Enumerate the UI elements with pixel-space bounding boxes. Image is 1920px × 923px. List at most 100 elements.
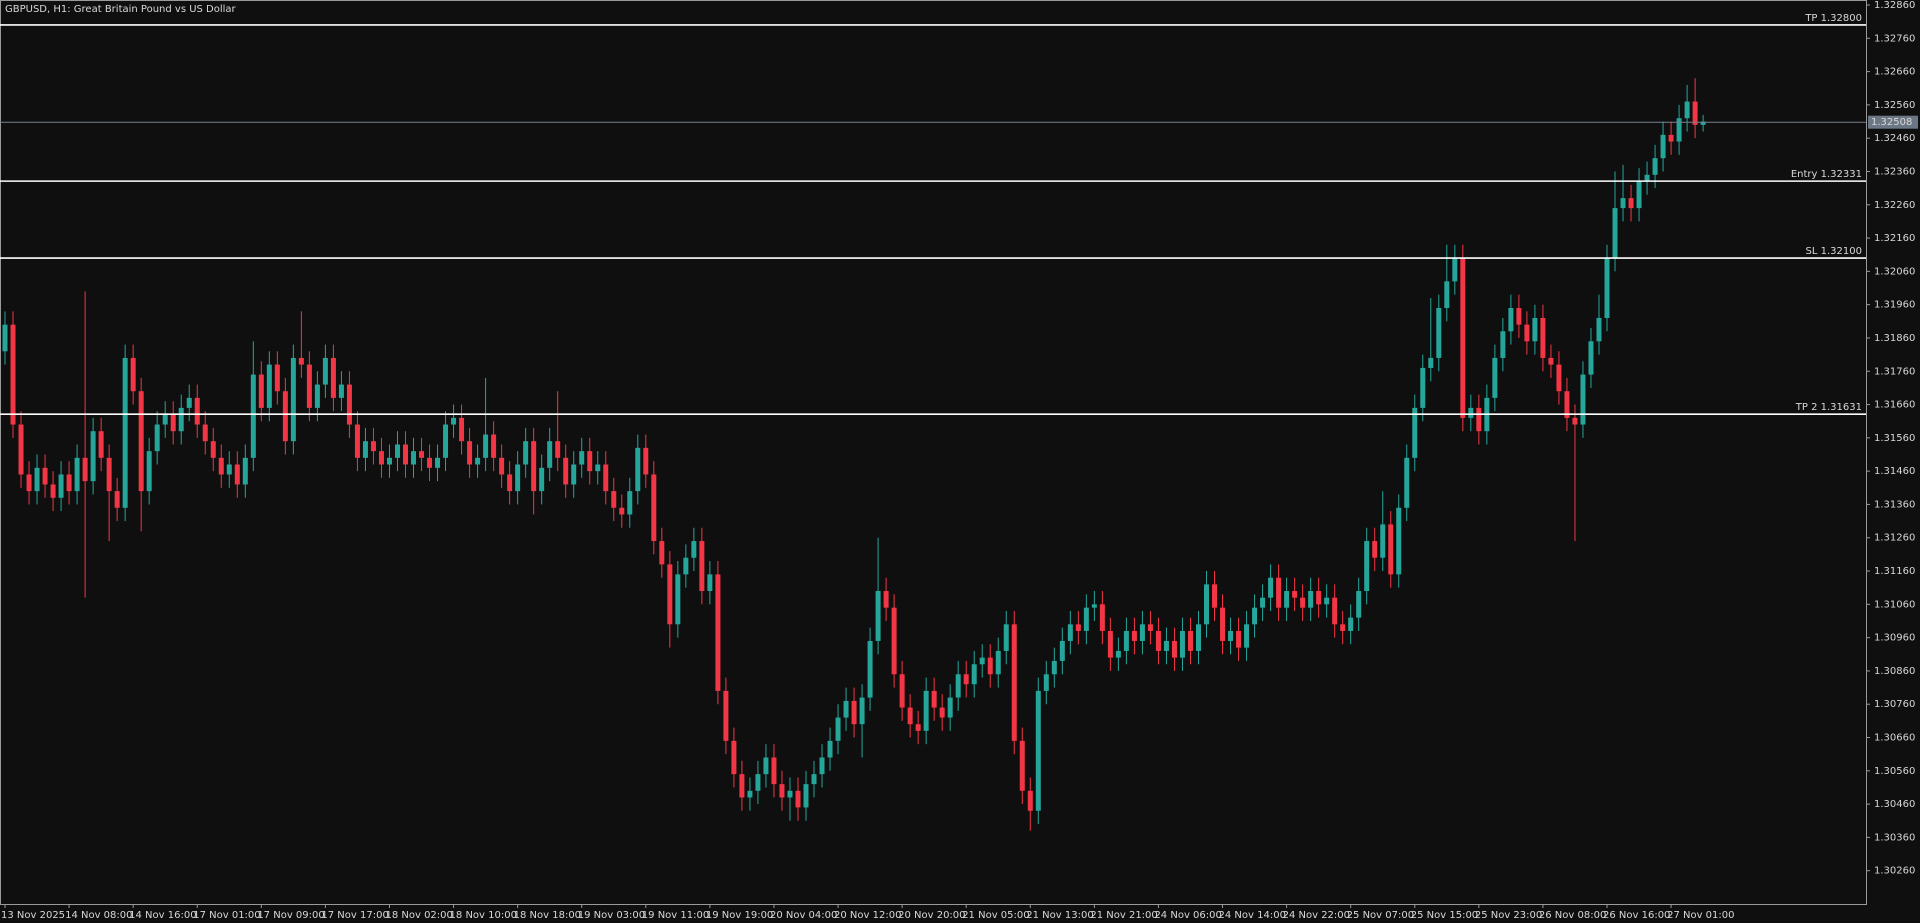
x-tick-label: 17 Nov 01:00: [193, 910, 260, 921]
candle-body: [531, 441, 537, 492]
candle-body: [1083, 607, 1089, 631]
candle-body: [34, 467, 40, 492]
candle-body: [1692, 101, 1698, 125]
candle-body: [1187, 630, 1193, 651]
candle-body: [1139, 624, 1145, 641]
candle-body: [1404, 457, 1410, 508]
candle-body: [1075, 624, 1081, 631]
candle-body: [1468, 407, 1474, 418]
y-tick-label: 1.31960: [1874, 300, 1915, 311]
candle-body: [1436, 307, 1442, 358]
candle-body: [587, 451, 593, 472]
candle-body: [1252, 607, 1258, 625]
candle-body: [154, 424, 160, 452]
x-tick-label: 19 Nov 11:00: [642, 910, 709, 921]
candle-body: [1171, 640, 1177, 658]
candle-body: [1548, 357, 1554, 365]
candle-body: [258, 374, 264, 408]
candle-body: [1644, 174, 1650, 182]
candle-body: [1019, 740, 1025, 791]
candle-body: [42, 467, 48, 485]
candle-body: [2, 324, 8, 352]
y-tick-label: 1.31860: [1874, 333, 1915, 344]
candle-body: [867, 640, 873, 698]
candle-body: [803, 784, 809, 808]
candle-body: [1636, 181, 1642, 209]
candle-body: [58, 474, 64, 498]
candle-body: [138, 391, 144, 492]
candle-body: [370, 441, 376, 452]
candle-body: [146, 451, 152, 492]
candle-body: [499, 457, 505, 475]
candle-body: [603, 464, 609, 492]
candle-body: [394, 444, 400, 458]
candle-body: [1300, 597, 1306, 608]
candle-body: [475, 457, 481, 465]
candle-body: [1027, 790, 1033, 811]
candle-body: [923, 690, 929, 731]
candle-body: [1452, 258, 1458, 282]
candle-body: [1556, 364, 1562, 392]
candle-body: [1596, 317, 1602, 342]
y-tick-label: 1.30960: [1874, 633, 1915, 644]
candle-body: [891, 607, 897, 675]
candle-body: [427, 457, 433, 468]
level-label: TP 2 1.31631: [1795, 402, 1862, 413]
candle-body: [1212, 584, 1218, 608]
candle-body: [10, 324, 16, 425]
candle-body: [218, 457, 224, 475]
candle-body: [1091, 604, 1097, 608]
candle-body: [1572, 417, 1578, 425]
candle-body: [1003, 624, 1009, 651]
candle-body: [1700, 121, 1706, 125]
candle-body: [1668, 134, 1674, 142]
candle-body: [851, 700, 857, 725]
candle-body: [1236, 630, 1242, 648]
y-tick-label: 1.32560: [1874, 100, 1915, 111]
y-tick-label: 1.30660: [1874, 733, 1915, 744]
y-tick-label: 1.31160: [1874, 566, 1915, 577]
candle-body: [1043, 674, 1049, 691]
candle-body: [1628, 198, 1634, 209]
candle-body: [314, 384, 320, 408]
x-tick-label: 24 Nov 22:00: [1283, 910, 1350, 921]
candle-body: [1244, 624, 1250, 648]
y-tick-label: 1.31660: [1874, 400, 1915, 411]
candle-body: [114, 491, 120, 508]
candle-body: [947, 697, 953, 718]
candle-body: [1684, 101, 1690, 119]
candle-body: [226, 464, 232, 475]
candle-body: [362, 441, 368, 458]
candle-body: [1147, 624, 1153, 631]
candle-body: [90, 431, 96, 482]
x-tick-label: 18 Nov 10:00: [450, 910, 517, 921]
x-tick-label: 20 Nov 04:00: [770, 910, 837, 921]
x-tick-label: 21 Nov 21:00: [1090, 910, 1157, 921]
level-label: Entry 1.32331: [1791, 169, 1862, 180]
candle-body: [523, 441, 529, 465]
candle-body: [1532, 317, 1538, 342]
candle-body: [250, 374, 256, 458]
y-tick-label: 1.32060: [1874, 266, 1915, 277]
candle-body: [843, 700, 849, 718]
candle-body: [859, 697, 865, 725]
candle-body: [50, 484, 56, 498]
plot-frame: [0, 0, 1867, 905]
candle-body: [707, 574, 713, 592]
y-tick-label: 1.31360: [1874, 499, 1915, 510]
candle-body: [1332, 597, 1338, 625]
candle-body: [26, 474, 32, 492]
candle-body: [1396, 507, 1402, 575]
candle-body: [1228, 630, 1234, 641]
candle-body: [563, 457, 569, 485]
x-tick-label: 21 Nov 13:00: [1026, 910, 1093, 921]
candle-body: [1220, 607, 1226, 641]
candle-body: [635, 447, 641, 492]
candle-body: [979, 657, 985, 665]
candle-body: [18, 424, 24, 475]
candle-body: [1604, 258, 1610, 318]
x-tick-label: 13 Nov 2025: [1, 910, 65, 921]
candle-body: [419, 451, 425, 458]
candle-body: [1524, 324, 1530, 342]
y-tick-label: 1.32360: [1874, 166, 1915, 177]
